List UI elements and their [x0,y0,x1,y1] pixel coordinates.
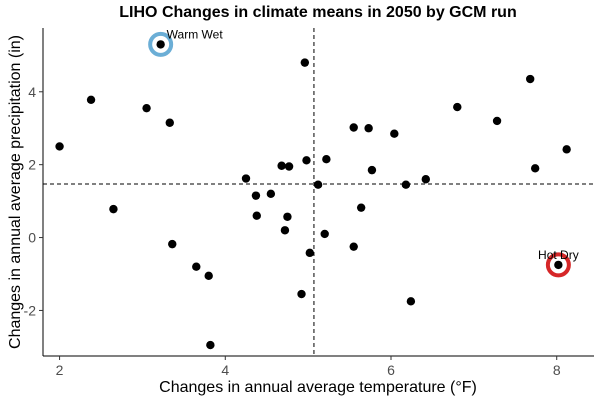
data-points [55,40,571,350]
data-point [401,180,411,189]
data-point [168,239,177,249]
data-point [349,242,358,251]
y-tick-label: -2 [24,302,37,318]
data-point [313,180,323,189]
chart-title: LIHO Changes in climate means in 2050 by… [119,4,516,21]
data-point [297,289,306,299]
data-point [453,102,462,112]
data-point [526,74,535,84]
data-point [300,58,310,67]
highlight-rings [148,31,571,278]
data-point [390,129,399,138]
data-point [192,262,201,271]
data-point [165,118,174,127]
plot-area: 2 4 6 8 -2 0 2 4 Warm Wet Hot Dry [24,27,594,378]
data-point [322,155,331,164]
y-tick-label: 2 [28,157,36,173]
y-axis-label: Changes in annual average precipitation … [7,35,24,349]
data-point [252,211,261,220]
data-point [492,116,502,126]
data-point [530,164,540,173]
data-point [554,260,563,270]
highlight-ring [148,31,174,57]
y-tick-label: 0 [28,230,36,246]
data-point [280,226,290,235]
x-tick-label: 6 [387,362,395,378]
data-point [367,165,377,175]
data-point [283,212,292,221]
annotation-label: Warm Wet [167,27,224,41]
x-tick-label: 2 [56,362,64,378]
data-point [109,204,118,214]
data-point [204,271,213,281]
annotation-label: Hot Dry [538,248,579,262]
data-point [406,297,416,306]
axis-ticks: 2 4 6 8 -2 0 2 4 [24,84,561,378]
x-tick-label: 4 [221,362,229,378]
data-point [156,40,165,49]
data-point [356,203,366,212]
data-point [86,95,96,104]
data-point [206,340,215,350]
data-point [277,161,286,170]
data-point [305,248,314,258]
data-point [266,189,276,199]
x-tick-label: 8 [553,362,561,378]
annotations: Warm Wet Hot Dry [167,27,579,261]
data-point [55,142,64,151]
data-point [284,162,294,171]
data-point [142,103,151,113]
x-axis-label: Changes in annual average temperature (°… [159,379,477,396]
y-tick-label: 4 [28,84,36,100]
data-point [241,174,251,183]
data-point [349,123,358,132]
data-point [251,191,261,200]
data-point [562,145,571,154]
data-point [320,229,329,239]
data-point [364,124,373,133]
highlight-ring [545,252,571,278]
data-point [421,175,430,184]
data-point [302,156,311,165]
